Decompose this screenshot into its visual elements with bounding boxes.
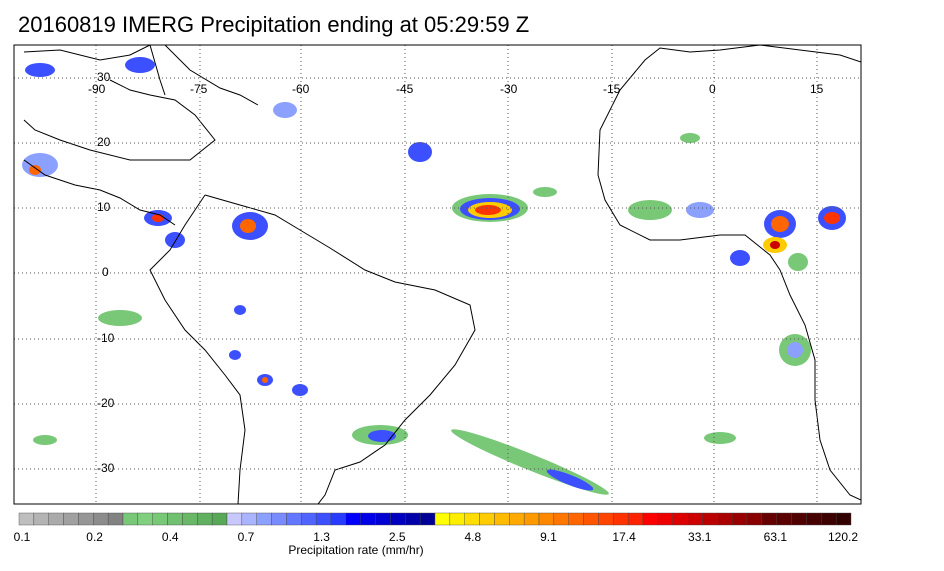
colorbar-cell <box>731 512 748 526</box>
colorbar-cell <box>806 512 822 526</box>
colorbar-cell <box>360 512 376 526</box>
colorbar-cell <box>78 512 94 526</box>
colorbar-cell <box>315 512 332 526</box>
graticule <box>14 45 861 504</box>
lat-label: 20 <box>97 135 111 149</box>
colorbar-cell <box>93 512 109 526</box>
colorbar-cell <box>152 512 168 526</box>
storm-band-south-atlantic <box>33 305 736 495</box>
colorbar-cell <box>494 512 510 526</box>
central-america-coast <box>23 79 216 226</box>
colorbar-cell <box>390 512 406 526</box>
colorbar-cell <box>791 512 807 526</box>
lon-label: -90 <box>88 82 106 96</box>
colorbar <box>18 512 852 526</box>
lat-label: -10 <box>97 331 115 345</box>
colorbar-cell <box>211 512 228 526</box>
colorbar-cell <box>419 512 436 526</box>
colorbar-cell <box>776 512 792 526</box>
colorbar-cell <box>375 512 391 526</box>
colorbar-cell <box>821 512 837 526</box>
colorbar-cell <box>330 512 347 526</box>
colorbar-cell <box>598 512 614 526</box>
lat-label: 30 <box>97 70 111 84</box>
colorbar-cell <box>702 512 718 526</box>
colorbar-cell <box>746 512 763 526</box>
colorbar-cell <box>583 512 599 526</box>
map-title: 20160819 IMERG Precipitation ending at 0… <box>18 12 530 37</box>
colorbar-cell <box>613 512 629 526</box>
lon-label: -30 <box>500 82 518 96</box>
lat-label: 0 <box>102 265 109 279</box>
lon-label: -45 <box>396 82 414 96</box>
colorbar-cell <box>464 512 480 526</box>
map-background <box>14 45 861 504</box>
colorbar-label: Precipitation rate (mm/hr) <box>288 543 424 557</box>
colorbar-cell <box>627 512 644 526</box>
colorbar-cell <box>642 512 659 526</box>
colorbar-cell <box>107 512 124 526</box>
colorbar-cell <box>568 512 584 526</box>
lon-label: 15 <box>810 82 824 96</box>
colorbar-cell <box>345 512 361 526</box>
longitude-labels: -90 -75 -60 -45 -30 -15 0 15 <box>88 82 824 96</box>
lon-label: -75 <box>190 82 208 96</box>
lat-label: 10 <box>97 200 111 214</box>
coastlines <box>23 45 861 504</box>
lon-label: -15 <box>603 82 621 96</box>
colorbar-cell <box>48 512 64 526</box>
colorbar-cell <box>405 512 421 526</box>
lon-label: 0 <box>709 82 716 96</box>
africa-coast <box>597 45 861 501</box>
colorbar-cell <box>835 512 852 526</box>
colorbar-cell <box>122 512 139 526</box>
colorbar-cell <box>167 512 183 526</box>
colorbar-cell <box>18 512 35 526</box>
precipitation-layer <box>22 57 846 495</box>
colorbar-cell <box>33 512 49 526</box>
latitude-labels: 30 20 10 0 -10 -20 -30 <box>97 70 115 475</box>
lat-label: -30 <box>97 461 115 475</box>
colorbar-cell <box>553 512 569 526</box>
colorbar-cell <box>241 512 257 526</box>
lon-label: -60 <box>292 82 310 96</box>
south-america-coast <box>149 194 476 504</box>
colorbar-cell <box>479 512 495 526</box>
colorbar-cell <box>197 512 213 526</box>
colorbar-cell <box>286 512 302 526</box>
colorbar-cell <box>717 512 733 526</box>
map-frame <box>13 44 862 505</box>
colorbar-cell <box>434 512 451 526</box>
colorbar-cell <box>301 512 317 526</box>
colorbar-cell <box>226 512 243 526</box>
colorbar-cell <box>672 512 688 526</box>
colorbar-cell <box>523 512 540 526</box>
colorbar-cell <box>271 512 287 526</box>
lat-label: -20 <box>97 396 115 410</box>
colorbar-cell <box>449 512 465 526</box>
colorbar-cell <box>657 512 673 526</box>
colorbar-cell <box>137 512 153 526</box>
colorbar-cell <box>687 512 703 526</box>
storm-cluster-caribbean <box>22 57 432 326</box>
colorbar-cell <box>538 512 555 526</box>
colorbar-cell <box>63 512 79 526</box>
north-america-coast <box>23 45 259 106</box>
colorbar-cell <box>182 512 198 526</box>
storm-cluster-africa <box>628 133 846 366</box>
colorbar-cell <box>761 512 777 526</box>
colorbar-cell <box>509 512 525 526</box>
colorbar-cell <box>256 512 272 526</box>
